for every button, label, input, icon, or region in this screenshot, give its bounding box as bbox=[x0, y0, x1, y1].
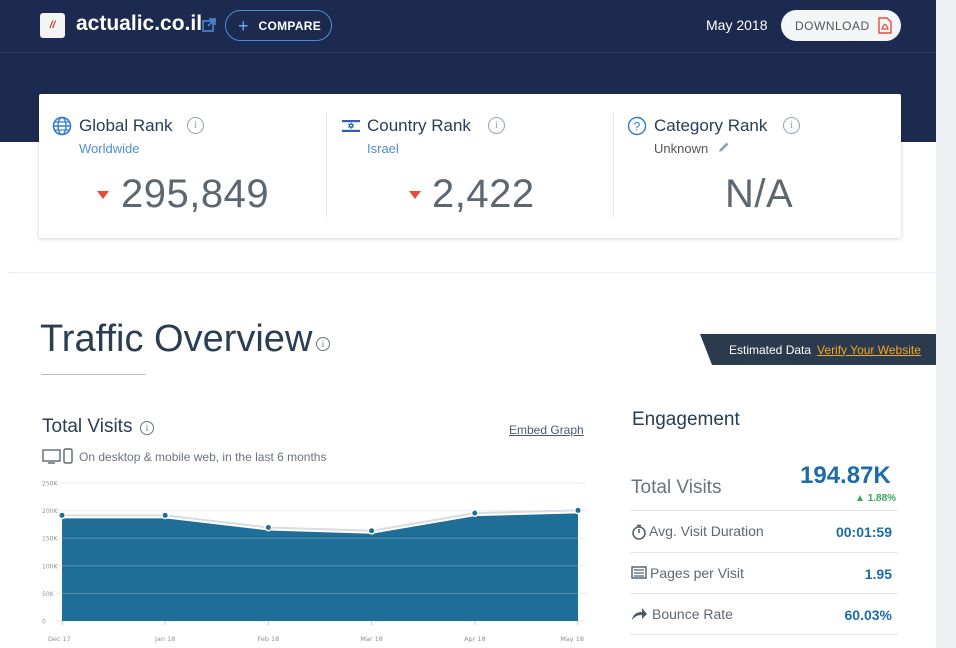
verify-website-link[interactable]: Verify Your Website bbox=[817, 342, 921, 357]
global-rank-panel: Global Rank i Worldwide 295,849 bbox=[39, 94, 326, 238]
desktop-mobile-icon bbox=[42, 448, 73, 464]
up-arrow-icon: ▲ bbox=[855, 493, 865, 504]
country-rank-panel: Country Rank i Israel 2,422 bbox=[326, 94, 613, 238]
info-icon[interactable]: i bbox=[783, 117, 800, 134]
data-point bbox=[470, 509, 479, 518]
estimated-data-banner: Estimated Data Verify Your Website bbox=[700, 334, 936, 365]
rank-down-icon bbox=[97, 191, 109, 199]
engagement-row-value: 60.03% bbox=[844, 607, 892, 623]
x-tick-label: Dec 17 bbox=[48, 635, 71, 643]
devices-description: On desktop & mobile web, in the last 6 m… bbox=[79, 450, 327, 464]
rank-card: Global Rank i Worldwide 295,849 Country … bbox=[39, 94, 901, 238]
data-point bbox=[161, 511, 170, 520]
compare-label: COMPARE bbox=[258, 18, 322, 33]
israel-flag-icon bbox=[342, 119, 360, 133]
question-icon: ? bbox=[627, 116, 647, 136]
info-icon[interactable]: i bbox=[140, 421, 154, 435]
x-tick-label: Mar 18 bbox=[360, 635, 383, 643]
header-divider bbox=[0, 52, 936, 53]
engagement-title: Engagement bbox=[632, 409, 740, 430]
global-rank-sub[interactable]: Worldwide bbox=[79, 141, 140, 156]
pdf-icon bbox=[877, 17, 892, 34]
date-label: May 2018 bbox=[706, 17, 768, 33]
country-rank-value: 2,422 bbox=[432, 172, 535, 216]
globe-icon bbox=[52, 116, 72, 136]
data-point bbox=[367, 526, 376, 535]
engagement-row: Bounce Rate 60.03% bbox=[630, 594, 898, 635]
engagement-total-visits-label: Total Visits bbox=[631, 477, 722, 498]
category-rank-title: Category Rank bbox=[654, 116, 768, 135]
stopwatch-icon bbox=[632, 524, 646, 540]
engagement-row-label: Avg. Visit Duration bbox=[649, 523, 764, 539]
x-tick-label: Jan 18 bbox=[154, 635, 175, 643]
data-point bbox=[58, 511, 66, 520]
download-label: DOWNLOAD bbox=[795, 18, 870, 33]
engagement-row-label: Pages per Visit bbox=[650, 565, 744, 581]
pages-icon bbox=[631, 566, 647, 579]
engagement-row-label: Bounce Rate bbox=[652, 606, 733, 622]
info-icon[interactable]: i bbox=[316, 337, 330, 351]
engagement-row: Avg. Visit Duration 00:01:59 bbox=[630, 511, 898, 553]
plus-icon: + bbox=[238, 15, 249, 36]
y-tick-label: 150K bbox=[42, 536, 58, 543]
visits-area bbox=[62, 513, 578, 621]
estimated-data-label: Estimated Data bbox=[729, 342, 812, 357]
edit-pencil-icon[interactable] bbox=[717, 141, 730, 154]
category-rank-panel: ? Category Rank i Unknown N/A bbox=[613, 94, 900, 238]
scrollbar-track[interactable] bbox=[936, 0, 956, 648]
rank-divider bbox=[326, 112, 327, 217]
traffic-overview-title: Traffic Overview bbox=[40, 318, 313, 360]
y-tick-label: 50K bbox=[42, 591, 55, 598]
compare-button[interactable]: + COMPARE bbox=[225, 10, 332, 41]
rank-divider bbox=[613, 112, 614, 217]
country-rank-sub[interactable]: Israel bbox=[367, 141, 399, 156]
total-visits-title: Total Visits bbox=[42, 416, 133, 437]
data-point bbox=[264, 523, 273, 532]
category-rank-sub: Unknown bbox=[654, 141, 709, 156]
site-name: actualic.co.il bbox=[76, 12, 203, 35]
x-tick-label: Apr 18 bbox=[464, 635, 486, 643]
global-rank-title: Global Rank bbox=[79, 116, 173, 135]
total-visits-change: ▲ 1.88% bbox=[855, 493, 896, 504]
external-link-icon[interactable] bbox=[201, 17, 217, 33]
section-divider bbox=[8, 272, 936, 273]
x-tick-label: May 18 bbox=[560, 635, 584, 643]
data-point bbox=[574, 506, 582, 515]
engagement-total-visits-value: 194.87K bbox=[800, 462, 891, 489]
x-tick-label: Feb 18 bbox=[257, 635, 279, 643]
total-visits-chart[interactable]: 0 50K 100K 150K 200K 250K Dec 17 Jan 18 Feb 18 Ma… bbox=[40, 478, 590, 648]
visits-line bbox=[62, 509, 579, 532]
title-underline bbox=[41, 374, 146, 375]
engagement-row: Pages per Visit 1.95 bbox=[630, 553, 898, 594]
download-button[interactable]: DOWNLOAD bbox=[781, 10, 901, 41]
y-tick-label: 250K bbox=[42, 481, 58, 488]
rank-down-icon bbox=[409, 191, 421, 199]
embed-graph-link[interactable]: Embed Graph bbox=[509, 423, 584, 437]
svg-text:?: ? bbox=[634, 120, 641, 134]
site-favicon: // bbox=[40, 13, 65, 38]
country-rank-title: Country Rank bbox=[367, 116, 471, 135]
category-rank-value: N/A bbox=[725, 172, 794, 216]
engagement-row-value: 00:01:59 bbox=[835, 524, 892, 540]
engagement-total-visits-row bbox=[630, 455, 898, 511]
info-icon[interactable]: i bbox=[488, 117, 505, 134]
total-visits-change-value: 1.88% bbox=[867, 493, 897, 504]
bounce-arrow-icon bbox=[632, 608, 647, 620]
y-tick-label: 100K bbox=[42, 563, 58, 570]
engagement-row-value: 1.95 bbox=[864, 566, 892, 582]
info-icon[interactable]: i bbox=[187, 117, 204, 134]
y-tick-label: 0 bbox=[42, 619, 46, 626]
y-tick-label: 200K bbox=[42, 508, 58, 515]
global-rank-value: 295,849 bbox=[121, 172, 270, 216]
